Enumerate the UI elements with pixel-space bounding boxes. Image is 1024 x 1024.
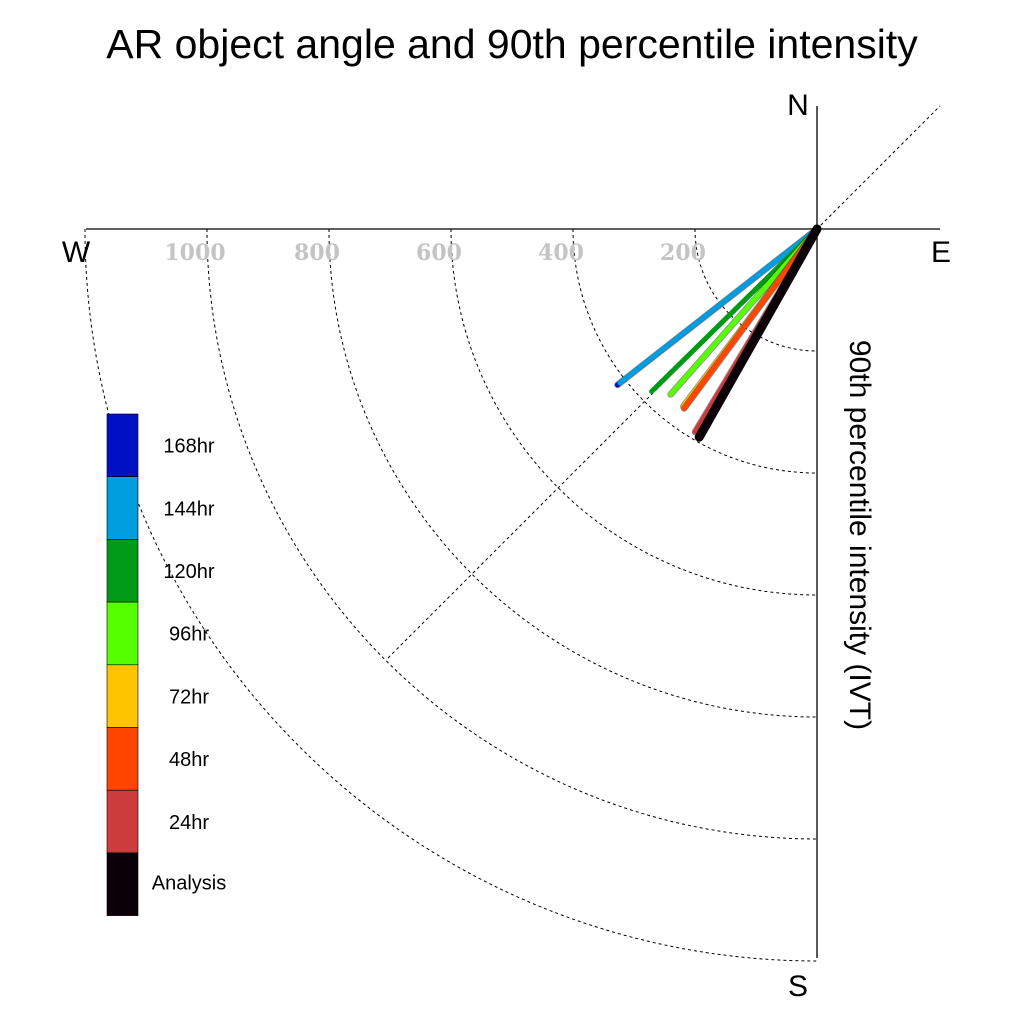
compass-north-label: N (787, 89, 809, 122)
legend-swatch-48hr (106, 727, 139, 791)
compass-south-label: S (788, 970, 808, 1003)
grid-ring-200 (694, 228, 818, 352)
legend-swatch-120hr (106, 539, 139, 603)
legend-swatch-analysis (106, 852, 139, 916)
legend-label-24hr: 24hr (169, 812, 209, 834)
tick-label-1000: 1000 (164, 240, 225, 266)
grid-ring-1000 (206, 228, 818, 840)
vector-48hr (681, 226, 820, 411)
compass-east-label: E (931, 236, 951, 269)
vector-analysis (694, 224, 822, 442)
radial-axis-label: 90th percentile intensity (IVT) (843, 340, 876, 730)
legend-label-168hr: 168hr (163, 436, 214, 458)
tick-label-200: 200 (660, 240, 706, 266)
legend-swatch-144hr (106, 476, 139, 540)
tick-label-600: 600 (416, 240, 462, 266)
grid-ring-800 (328, 228, 818, 718)
legend-swatch-24hr (106, 789, 139, 854)
legend-label-96hr: 96hr (169, 624, 209, 646)
grid-ring-outer (84, 228, 818, 962)
legend-label-72hr: 72hr (169, 686, 209, 708)
tick-label-400: 400 (538, 240, 584, 266)
grid-ring-400 (572, 228, 818, 474)
tick-label-800: 800 (294, 240, 340, 266)
legend-swatch-168hr (106, 413, 139, 478)
origin-point (813, 225, 821, 233)
radial-tick-labels: 200 400 600 800 1000 (164, 240, 706, 266)
radial-grid (84, 228, 818, 962)
grid-ring-600 (450, 228, 818, 596)
compass-west-label: W (62, 236, 91, 269)
legend: 168hr 144hr 120hr 96hr 72hr 48hr 24hr Analysis (106, 413, 226, 916)
legend-swatch-96hr (106, 601, 139, 666)
legend-swatch-72hr (106, 664, 139, 728)
legend-label-120hr: 120hr (163, 561, 214, 583)
legend-label-144hr: 144hr (163, 498, 214, 520)
series-vectors (614, 224, 822, 442)
legend-label-analysis: Analysis (152, 873, 226, 895)
chart-title: AR object angle and 90th percentile inte… (106, 21, 918, 67)
legend-label-48hr: 48hr (169, 749, 209, 771)
vector-144hr (617, 226, 820, 386)
